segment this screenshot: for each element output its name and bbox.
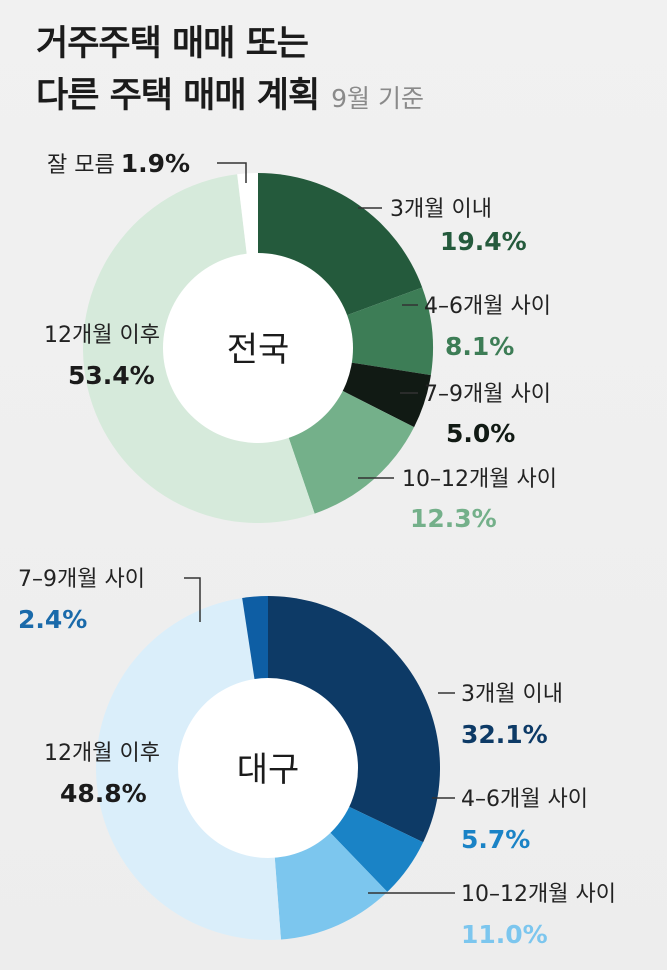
daegu-pct-7-9m: 2.4% (18, 605, 87, 634)
daegu-label-4-6m: 4–6개월 사이 (461, 787, 588, 812)
daegu-donut-hole (178, 678, 358, 858)
national-pct-12m-after: 53.4% (68, 361, 155, 390)
national-center-label: 전국 (227, 330, 290, 370)
daegu-labels: 7–9개월 사이 2.4% 3개월 이내 32.1% 4–6개월 사이 5.7%… (18, 567, 616, 949)
national-label-3m: 3개월 이내 (390, 197, 492, 222)
title-line-1: 거주주택 매매 또는 (36, 24, 309, 64)
national-label-7-9m: 7–9개월 사이 (424, 382, 551, 407)
national-pct-3m: 19.4% (440, 227, 527, 256)
national-pct-4-6m: 8.1% (445, 332, 514, 361)
daegu-pct-4-6m: 5.7% (461, 825, 530, 854)
leader-line (217, 162, 247, 183)
national-pct-10-12m: 12.3% (410, 504, 497, 533)
leader-line (184, 577, 201, 622)
national-pct-7-9m: 5.0% (446, 419, 515, 448)
daegu-label-10-12m: 10–12개월 사이 (461, 882, 616, 907)
daegu-label-12m-after: 12개월 이후 (44, 741, 160, 766)
national-label-dontknow: 잘 모름 1.9% (47, 149, 190, 178)
title-line-2: 다른 주택 매매 계획 (36, 76, 320, 116)
daegu-pct-12m-after: 48.8% (60, 779, 147, 808)
daegu-pct-3m: 32.1% (461, 720, 548, 749)
national-label-12m-after: 12개월 이후 (44, 323, 160, 348)
national-donut-hole (163, 253, 353, 443)
national-label-4-6m: 4–6개월 사이 (424, 294, 551, 319)
national-labels: 잘 모름 1.9% 3개월 이내 19.4% 4–6개월 사이 8.1% 7–9개… (44, 149, 557, 533)
daegu-label-3m: 3개월 이내 (461, 682, 563, 707)
title-subtitle: 9월 기준 (331, 84, 425, 113)
daegu-donut: 대구 (95, 596, 441, 940)
daegu-center-label: 대구 (237, 750, 300, 790)
chart-title: 거주주택 매매 또는 다른 주택 매매 계획 9월 기준 (36, 18, 424, 125)
national-label-10-12m: 10–12개월 사이 (402, 467, 557, 492)
daegu-label-7-9m: 7–9개월 사이 (18, 567, 145, 592)
national-donut: 전국 (82, 173, 433, 523)
daegu-pct-10-12m: 11.0% (461, 920, 548, 949)
